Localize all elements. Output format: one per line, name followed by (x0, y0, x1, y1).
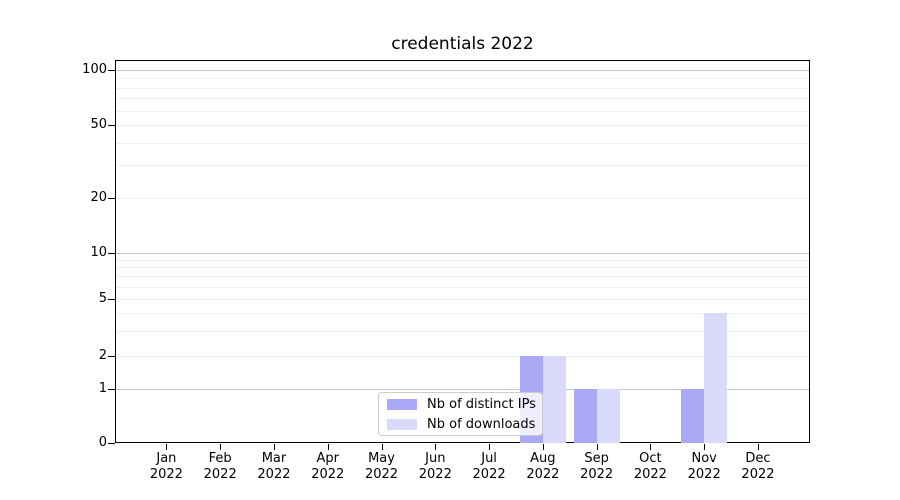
x-tick-label-may: May 2022 (364, 451, 399, 482)
gridline-minor (116, 312, 809, 314)
legend-swatch-distinct-ips (387, 398, 417, 410)
x-tick-mark (435, 444, 437, 450)
x-tick-mark (166, 444, 168, 450)
x-tick-label-mar: Mar 2022 (257, 451, 291, 482)
legend-label: Nb of downloads (427, 416, 536, 432)
x-tick-mark (273, 444, 275, 450)
y-tick-mark (108, 197, 115, 199)
bar-nov-downloads (704, 312, 728, 443)
x-tick-label-sep: Sep 2022 (580, 451, 614, 482)
x-tick-mark (489, 444, 491, 450)
gridline-decade (116, 252, 809, 254)
y-tick-mark (108, 125, 115, 126)
y-tick-label: 20 (90, 189, 107, 205)
legend-swatch-downloads (387, 418, 417, 430)
x-tick-label-nov: Nov 2022 (687, 451, 721, 482)
y-tick-label: 50 (90, 117, 107, 132)
x-tick-mark (596, 444, 598, 450)
legend-item: Nb of distinct IPs (387, 395, 536, 413)
x-tick-label-apr: Apr 2022 (311, 451, 345, 482)
chart-title: credentials 2022 (391, 34, 534, 54)
bar-nov-distinct-ips (681, 388, 705, 443)
y-tick-mark (108, 70, 115, 71)
x-tick-mark (704, 444, 706, 450)
legend-item: Nb of downloads (387, 415, 536, 433)
x-tick-mark (220, 444, 222, 450)
x-tick-mark (542, 444, 544, 450)
bar-aug-downloads (542, 356, 566, 443)
x-tick-mark (327, 444, 329, 450)
gridline-minor (116, 299, 809, 300)
gridline-minor (116, 259, 809, 261)
y-tick-label: 1 (98, 380, 107, 396)
bar-sep-distinct-ips (573, 388, 597, 443)
x-tick-mark (650, 444, 652, 450)
legend-label: Nb of distinct IPs (427, 396, 536, 412)
gridline-minor (116, 142, 809, 144)
plot-area (115, 60, 810, 443)
gridline-minor (116, 87, 809, 89)
bar-sep-downloads (596, 388, 620, 443)
y-tick-mark (108, 388, 115, 390)
y-tick-label: 10 (90, 244, 107, 260)
gridline-minor (116, 98, 809, 100)
x-tick-label-jan: Jan 2022 (149, 451, 183, 482)
x-tick-label-dec: Dec 2022 (741, 451, 775, 482)
gridline-minor (116, 330, 809, 332)
gridline-minor (116, 286, 809, 288)
x-tick-label-aug: Aug 2022 (526, 451, 560, 482)
gridline-minor (116, 197, 809, 199)
gridline-minor (116, 125, 809, 126)
gridline-minor (116, 356, 809, 357)
y-tick-mark (108, 299, 115, 300)
gridline-minor (116, 78, 809, 80)
gridline-minor (116, 110, 809, 112)
y-tick-label: 0 (98, 435, 107, 450)
y-tick-label: 100 (82, 62, 107, 77)
gridline-decade (116, 388, 809, 390)
x-tick-label-feb: Feb 2022 (203, 451, 237, 482)
x-tick-mark (381, 444, 383, 450)
y-tick-mark (108, 252, 115, 254)
legend: Nb of distinct IPs Nb of downloads (378, 392, 543, 436)
y-tick-mark (108, 356, 115, 357)
y-tick-mark (108, 443, 115, 444)
y-tick-label: 2 (98, 348, 107, 363)
gridline-minor (116, 276, 809, 278)
gridline-decade (116, 70, 809, 71)
gridline-minor (116, 267, 809, 269)
x-tick-mark (757, 444, 759, 450)
x-tick-label-oct: Oct 2022 (633, 451, 667, 482)
gridline-minor (116, 165, 809, 167)
x-tick-label-jul: Jul 2022 (472, 451, 506, 482)
x-tick-label-jun: Jun 2022 (418, 451, 452, 482)
y-tick-label: 5 (98, 291, 107, 306)
